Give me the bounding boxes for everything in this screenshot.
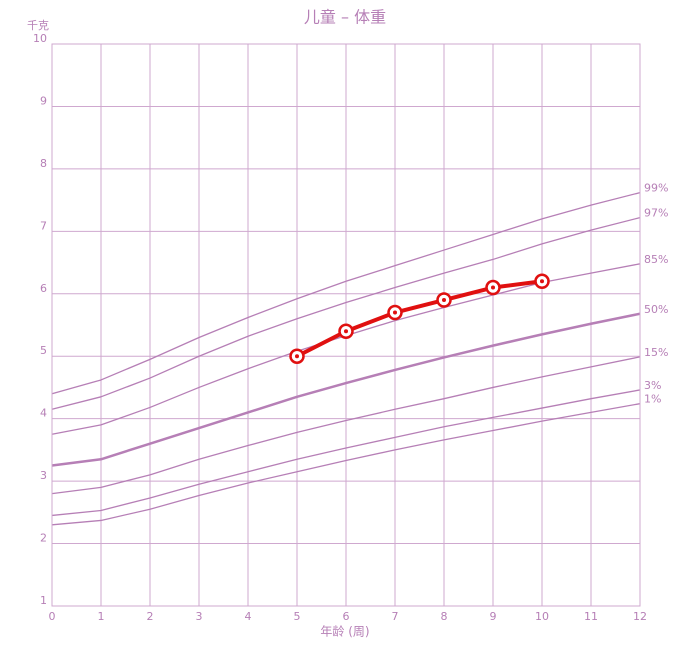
plot-border: [51, 43, 641, 607]
y-axis-label: 千克: [27, 19, 49, 32]
x-tick-label: 8: [441, 610, 448, 623]
x-tick-label: 4: [245, 610, 252, 623]
x-tick-label: 11: [584, 610, 598, 623]
legend-label: 97%: [644, 207, 668, 220]
chart-title: 儿童 – 体重: [304, 8, 386, 27]
y-tick-label: 9: [40, 94, 47, 107]
x-tick-label: 2: [147, 610, 154, 623]
y-tick-label: 4: [40, 407, 47, 420]
percentile-line: [51, 191, 641, 395]
y-tick-label: 1: [40, 594, 47, 607]
percentile-line: [51, 389, 641, 517]
x-tick-label: 0: [49, 610, 56, 623]
legend-label: 50%: [644, 303, 668, 316]
x-tick-label: 5: [294, 610, 301, 623]
data-point-center: [540, 279, 544, 284]
y-tick-label: 5: [40, 344, 47, 357]
data-point-center: [295, 354, 299, 359]
y-tick-label: 3: [40, 469, 47, 482]
data-point-center: [393, 310, 397, 315]
legend-label: 3%: [644, 379, 661, 392]
x-axis-label: 年龄 (周): [320, 625, 369, 639]
percentile-line: [51, 312, 641, 467]
y-tick-label: 2: [40, 532, 47, 545]
data-point-center: [344, 329, 348, 334]
y-tick-label: 6: [40, 282, 47, 295]
y-tick-label: 7: [40, 219, 47, 232]
x-tick-label: 3: [196, 610, 203, 623]
x-tick-label: 7: [392, 610, 399, 623]
percentile-line: [51, 216, 641, 410]
legend-label: 85%: [644, 253, 668, 266]
data-line: [296, 279, 543, 359]
percentile-line: [51, 403, 641, 526]
legend-label: 1%: [644, 393, 661, 406]
x-tick-label: 12: [633, 610, 647, 623]
x-tick-label: 6: [343, 610, 350, 623]
legend-label: 15%: [644, 346, 668, 359]
y-tick-label: 10: [33, 32, 47, 45]
x-tick-label: 1: [98, 610, 105, 623]
legend-label: 99%: [644, 182, 668, 195]
x-tick-label: 10: [535, 610, 549, 623]
data-point-center: [491, 285, 495, 290]
y-tick-label: 8: [40, 157, 47, 170]
x-tick-label: 9: [490, 610, 497, 623]
percentile-line: [51, 356, 641, 495]
data-point-center: [442, 298, 446, 303]
